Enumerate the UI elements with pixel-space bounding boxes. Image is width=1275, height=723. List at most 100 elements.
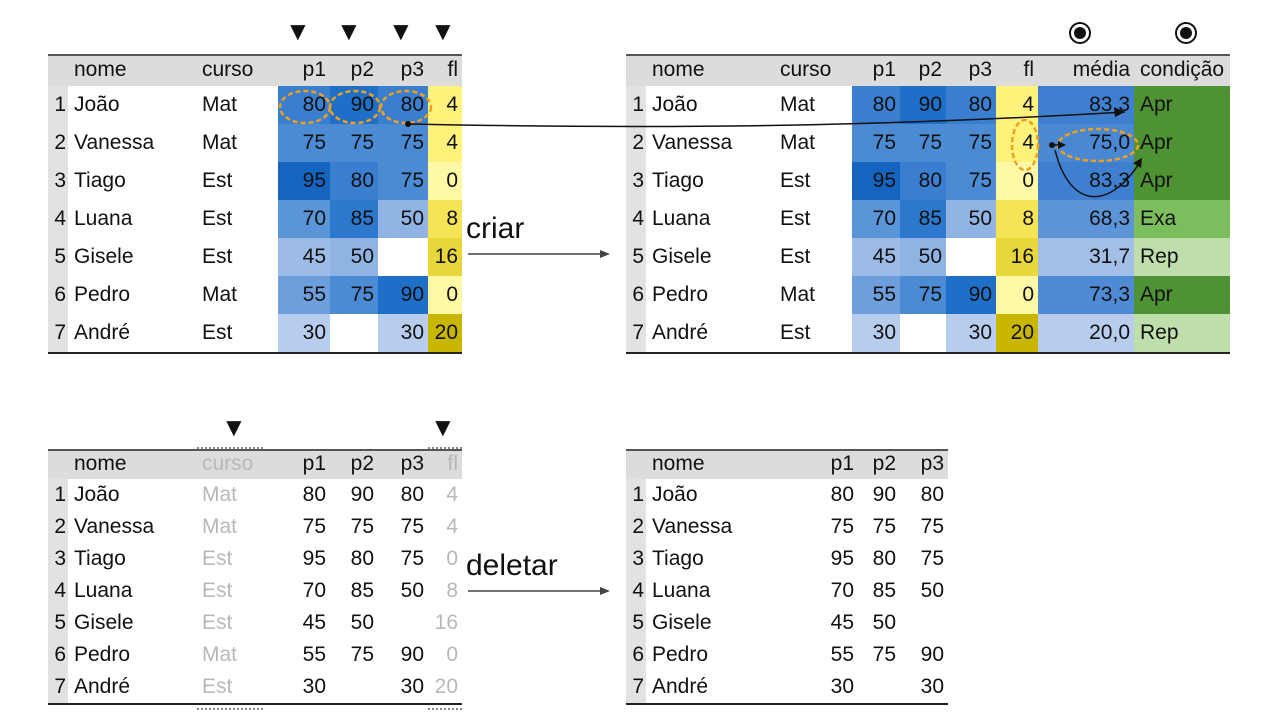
col-header-fl: fl bbox=[447, 58, 459, 81]
col-header-nome: nome bbox=[652, 452, 705, 475]
cell-i: 1 bbox=[626, 86, 646, 124]
cell-media: 31,7 bbox=[1038, 238, 1134, 276]
cell-curso: Mat bbox=[780, 93, 816, 116]
cell-p1: 80 bbox=[852, 86, 900, 124]
cell-nome: Luana bbox=[652, 579, 711, 602]
cell-p1: 95 bbox=[278, 162, 330, 200]
table-row: 4 Luana 70 85 50 bbox=[626, 575, 948, 607]
cell-p1: 70 bbox=[852, 200, 900, 238]
cell-fl: 16 bbox=[428, 238, 462, 276]
table-bottom-border bbox=[626, 703, 948, 705]
cell-cond: Apr bbox=[1134, 276, 1230, 314]
col-header-curso: curso bbox=[202, 58, 254, 81]
cell-curso: Est bbox=[202, 321, 233, 344]
cell-p3 bbox=[900, 607, 948, 639]
cell-cond: Apr bbox=[1134, 124, 1230, 162]
col-header-curso: curso bbox=[202, 452, 254, 475]
cell-p3: 50 bbox=[378, 200, 428, 238]
table-bottom-border bbox=[626, 352, 1230, 354]
selected-column-marker-icon: ▼ bbox=[285, 16, 311, 46]
cell-fl: 0 bbox=[446, 643, 458, 666]
cell-media: 20,0 bbox=[1038, 314, 1134, 352]
cell-p3 bbox=[378, 238, 428, 276]
col-header-p3: p3 bbox=[400, 58, 424, 81]
cell-i: 7 bbox=[48, 671, 68, 703]
cell-p3: 80 bbox=[400, 483, 424, 506]
cell-p1: 45 bbox=[852, 238, 900, 276]
cell-p1: 45 bbox=[278, 238, 330, 276]
cell-i: 5 bbox=[48, 238, 68, 276]
cell-nome: Luana bbox=[74, 207, 133, 230]
cell-nome: André bbox=[74, 675, 131, 698]
col-header-p3: p3 bbox=[920, 452, 944, 475]
cell-p1: 70 bbox=[302, 579, 326, 602]
cell-cond: Exa bbox=[1134, 200, 1230, 238]
cell-p2 bbox=[330, 671, 378, 703]
cell-curso: Est bbox=[202, 245, 233, 268]
cell-p2: 90 bbox=[350, 483, 374, 506]
cell-p2: 75 bbox=[350, 515, 374, 538]
cell-curso: Est bbox=[202, 675, 233, 698]
cell-p2: 85 bbox=[872, 579, 896, 602]
cell-p3: 80 bbox=[378, 86, 428, 124]
cell-p3: 75 bbox=[920, 547, 944, 570]
cell-nome: Gisele bbox=[74, 611, 134, 634]
cell-fl: 0 bbox=[428, 276, 462, 314]
cell-p2: 50 bbox=[872, 611, 896, 634]
cell-p3: 80 bbox=[946, 86, 996, 124]
cell-p3: 75 bbox=[400, 515, 424, 538]
cell-i: 4 bbox=[48, 575, 68, 607]
cell-i: 7 bbox=[626, 314, 646, 352]
col-header-nome: nome bbox=[74, 452, 127, 475]
cell-p1: 30 bbox=[278, 314, 330, 352]
col-header-p1: p1 bbox=[302, 452, 326, 475]
cell-p2: 75 bbox=[872, 643, 896, 666]
table-row: 1 João Mat 80 90 80 4 bbox=[48, 86, 462, 124]
table-row: 3 Tiago Est 95 80 75 0 bbox=[48, 543, 462, 575]
cell-p2: 85 bbox=[350, 579, 374, 602]
cell-p1: 30 bbox=[830, 675, 854, 698]
cell-nome: Vanessa bbox=[74, 131, 155, 154]
cell-p3: 75 bbox=[946, 162, 996, 200]
table-row: 4 Luana Est 70 85 50 8 bbox=[48, 575, 462, 607]
cell-p2: 85 bbox=[900, 200, 946, 238]
cell-i: 2 bbox=[626, 124, 646, 162]
created-column-marker-icon bbox=[1071, 24, 1089, 42]
cell-fl: 4 bbox=[446, 483, 458, 506]
header-row: nome curso p1 p2 p3 fl média condição bbox=[626, 54, 1230, 86]
table-row: 7 André Est 30 30 20 bbox=[48, 314, 462, 352]
cell-p2: 90 bbox=[330, 86, 378, 124]
cell-nome: Luana bbox=[74, 579, 133, 602]
selected-column-marker-icon: ▼ bbox=[388, 16, 414, 46]
selected-column-marker-icon: ▼ bbox=[430, 16, 456, 46]
cell-i: 3 bbox=[48, 543, 68, 575]
cell-curso: Est bbox=[780, 169, 811, 192]
cell-p2: 90 bbox=[900, 86, 946, 124]
table-top-border bbox=[48, 449, 462, 451]
col-header-fl: fl bbox=[1023, 58, 1035, 81]
table-row: 5 Gisele Est 45 50 16 bbox=[48, 238, 462, 276]
cell-p2: 75 bbox=[872, 515, 896, 538]
table-row: 5 Gisele 45 50 bbox=[626, 607, 948, 639]
cell-p3: 30 bbox=[400, 675, 424, 698]
cell-p1: 75 bbox=[852, 124, 900, 162]
cell-p2: 80 bbox=[350, 547, 374, 570]
table-row: 4 Luana Est 70 85 50 8 68,3 Exa bbox=[626, 200, 1230, 238]
cell-p1: 95 bbox=[302, 547, 326, 570]
cell-curso: Mat bbox=[202, 131, 238, 154]
cell-p2: 75 bbox=[900, 276, 946, 314]
cell-media: 68,3 bbox=[1038, 200, 1134, 238]
cell-curso: Est bbox=[202, 547, 233, 570]
cell-p1: 80 bbox=[302, 483, 326, 506]
cell-nome: Vanessa bbox=[652, 515, 733, 538]
cell-p3: 30 bbox=[946, 314, 996, 352]
cell-fl: 8 bbox=[428, 200, 462, 238]
cell-curso: Mat bbox=[202, 643, 238, 666]
cell-p1: 70 bbox=[278, 200, 330, 238]
label-delete: deletar bbox=[466, 549, 558, 582]
cell-nome: João bbox=[652, 93, 698, 116]
cell-nome: Pedro bbox=[652, 283, 709, 306]
cell-p3: 50 bbox=[400, 579, 424, 602]
cell-cond: Apr bbox=[1134, 162, 1230, 200]
cell-fl: 8 bbox=[446, 579, 458, 602]
